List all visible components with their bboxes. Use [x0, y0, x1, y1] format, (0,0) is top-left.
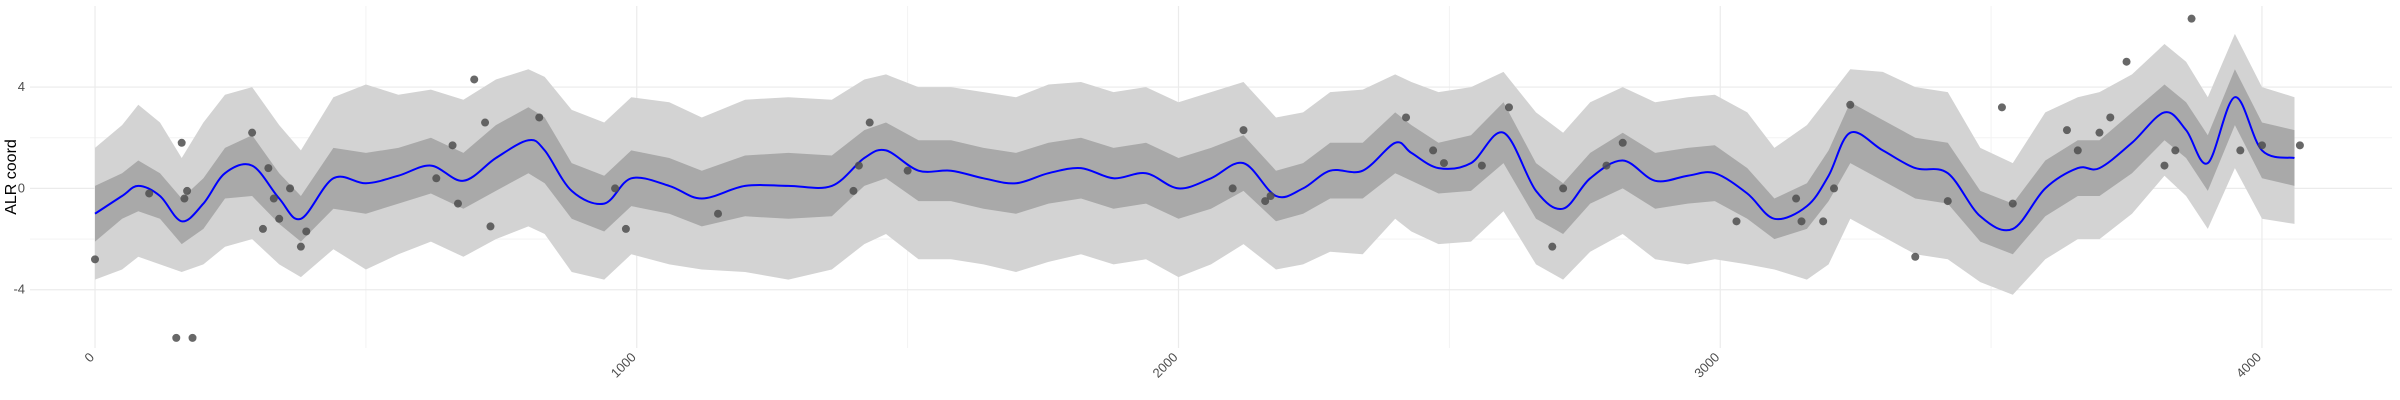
observed-points: [91, 14, 2304, 342]
data-point: [2160, 161, 2169, 170]
data-point: [1602, 161, 1611, 170]
data-point: [2073, 146, 2082, 155]
data-point: [448, 141, 457, 150]
data-point: [1792, 194, 1801, 203]
data-point: [2295, 141, 2304, 150]
data-point: [481, 118, 490, 127]
inner-confidence-band: [95, 69, 2295, 255]
data-point: [903, 166, 912, 175]
data-point: [1846, 100, 1855, 109]
data-point: [2187, 14, 2196, 23]
data-point: [172, 333, 181, 342]
data-point: [2236, 146, 2245, 155]
data-point: [177, 138, 186, 147]
data-point: [1261, 197, 1270, 206]
data-point: [1819, 217, 1828, 226]
data-point: [2171, 146, 2180, 155]
data-point: [2062, 126, 2071, 135]
y-axis-title: ALR coord: [3, 139, 20, 215]
data-point: [1239, 126, 1248, 135]
data-point: [180, 194, 189, 203]
data-point: [2122, 57, 2131, 66]
data-point: [258, 224, 267, 233]
data-point: [1266, 192, 1275, 200]
data-point: [1228, 184, 1237, 193]
x-tick-label: 0: [81, 350, 97, 366]
data-point: [183, 186, 192, 195]
x-tick-label: 4000: [2233, 350, 2264, 381]
data-point: [91, 255, 100, 264]
data-point: [264, 164, 273, 173]
data-point: [621, 224, 630, 233]
data-point: [1559, 184, 1568, 193]
data-point: [2095, 128, 2104, 137]
data-point: [1997, 103, 2006, 112]
confidence-bands: [95, 33, 2295, 295]
data-point: [1429, 146, 1438, 155]
x-tick-label: 2000: [1150, 350, 1181, 381]
data-point: [269, 194, 278, 203]
data-point: [2257, 141, 2266, 150]
data-point: [275, 214, 284, 223]
data-point: [1439, 159, 1448, 168]
y-tick-label: 4: [18, 79, 25, 94]
data-point: [302, 227, 311, 236]
mean-series-line: [94, 96, 2295, 232]
x-tick-label: 1000: [608, 350, 639, 381]
data-point: [2008, 199, 2017, 208]
data-point: [854, 161, 863, 170]
data-point: [1797, 217, 1806, 226]
data-point: [611, 184, 620, 193]
data-point: [1618, 138, 1627, 147]
data-point: [188, 333, 197, 342]
data-point: [286, 184, 295, 193]
data-point: [432, 174, 441, 183]
data-point: [1830, 184, 1839, 193]
data-point: [849, 186, 858, 195]
data-point: [145, 189, 154, 198]
data-point: [2106, 113, 2115, 122]
y-tick-label: 0: [18, 180, 25, 195]
data-point: [248, 128, 257, 137]
data-point: [486, 222, 495, 231]
data-point: [296, 242, 305, 251]
data-point: [714, 209, 723, 218]
data-point: [1732, 217, 1741, 226]
data-point: [470, 75, 479, 84]
data-point: [865, 118, 874, 127]
data-point: [1504, 103, 1513, 112]
data-point: [1548, 242, 1557, 251]
data-point: [1911, 252, 1920, 261]
data-point: [1477, 161, 1486, 170]
data-point: [535, 113, 544, 122]
y-tick-label: -4: [13, 282, 25, 297]
data-point: [1402, 113, 1411, 122]
data-point: [1943, 197, 1952, 206]
data-point: [453, 199, 462, 208]
x-tick-label: 3000: [1691, 350, 1722, 381]
